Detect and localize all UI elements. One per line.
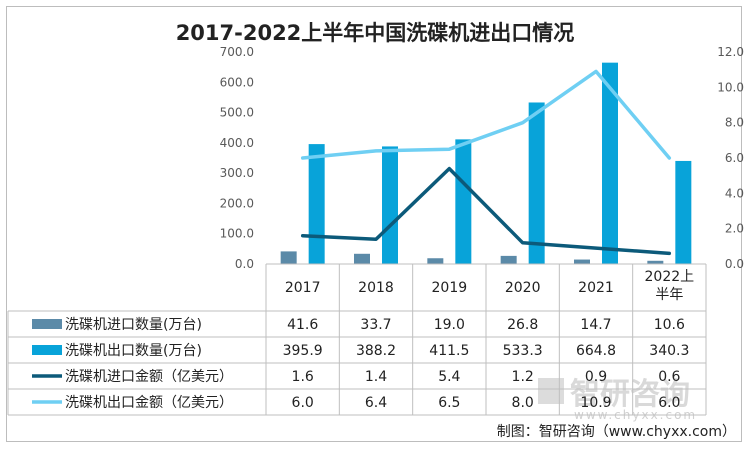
data-label: 26.8 (507, 317, 538, 333)
data-label: 533.3 (503, 343, 543, 359)
watermark-text: 智研咨询 (570, 377, 690, 412)
category-label: 2018 (358, 280, 394, 296)
bar-import-qty (354, 253, 370, 264)
legend-label: 洗碟机出口金额（亿美元） (65, 395, 233, 411)
data-label: 10.6 (654, 317, 685, 333)
legend-swatch (32, 319, 62, 329)
data-label: 0.6 (658, 369, 680, 385)
legend-label: 洗碟机进口数量(万台) (65, 317, 202, 333)
watermark-logo-icon (538, 378, 564, 404)
data-label: 33.7 (360, 317, 391, 333)
category-label: 2020 (505, 280, 541, 296)
left-axis-tick-label: 400.0 (220, 136, 254, 150)
left-axis-tick-label: 0.0 (235, 257, 254, 271)
data-label: 6.0 (658, 395, 680, 411)
right-axis-tick-label: 12.0 (717, 45, 744, 59)
data-label: 14.7 (580, 317, 611, 333)
category-label-line: 半年 (655, 287, 683, 303)
bar-import-qty (280, 251, 297, 264)
right-axis-tick-label: 0.0 (725, 257, 744, 271)
data-label: 1.6 (292, 369, 314, 385)
axes-layer: 0.0 100.0 200.0 300.0 400.0 500.0 600.0 700.0 0.… (220, 45, 744, 271)
lines-layer (300, 69, 672, 256)
left-axis-tick-label: 700.0 (220, 45, 254, 59)
data-label: 6.0 (292, 395, 314, 411)
bar-import-qty (500, 255, 517, 264)
bar-export-qty (602, 62, 618, 265)
category-label-line: 2022上 (645, 269, 695, 285)
bar-export-qty (675, 160, 692, 264)
data-label: 1.2 (512, 369, 534, 385)
category-label: 2019 (432, 280, 468, 296)
right-axis-tick-label: 4.0 (725, 186, 744, 200)
data-label: 6.5 (438, 395, 460, 411)
right-axis-tick-label: 10.0 (717, 80, 744, 94)
data-label: 340.3 (649, 343, 689, 359)
bar-export-qty (528, 102, 545, 264)
bar-export-qty (382, 146, 398, 264)
left-axis-tick-label: 500.0 (220, 106, 254, 120)
data-label: 411.5 (429, 343, 469, 359)
line-import-value (300, 166, 672, 256)
left-axis-tick-label: 600.0 (220, 75, 254, 89)
left-axis-tick-label: 200.0 (220, 196, 254, 210)
bars-layer (280, 62, 692, 265)
bar-import-qty (574, 259, 590, 264)
category-label: 2017 (285, 280, 321, 296)
right-axis-tick-label: 8.0 (725, 116, 744, 130)
legend-swatch (32, 345, 62, 355)
chart-title: 2017-2022上半年中国洗碟机进出口情况 (176, 21, 575, 45)
legend-label: 洗碟机进口金额（亿美元） (65, 369, 233, 385)
data-label: 5.4 (438, 369, 460, 385)
data-label: 8.0 (512, 395, 534, 411)
data-label: 1.4 (365, 369, 387, 385)
right-axis-tick-label: 6.0 (725, 151, 744, 165)
data-label: 19.0 (434, 317, 465, 333)
data-label: 41.6 (287, 317, 318, 333)
category-label: 2021 (578, 280, 614, 296)
right-axis-tick-label: 2.0 (725, 222, 744, 236)
data-label: 664.8 (576, 343, 616, 359)
data-label: 0.9 (585, 369, 607, 385)
data-label: 388.2 (356, 343, 396, 359)
data-label: 6.4 (365, 395, 387, 411)
category-label: 2022上半年 (645, 269, 695, 303)
bar-export-qty (308, 144, 325, 264)
data-label: 10.9 (580, 395, 611, 411)
legend-label: 洗碟机出口数量(万台) (65, 343, 202, 359)
bar-import-qty (427, 258, 444, 264)
bar-import-qty (647, 260, 664, 264)
chart-frame (6, 6, 742, 442)
line-export-value (300, 69, 672, 160)
left-axis-tick-label: 100.0 (220, 227, 254, 241)
data-label: 395.9 (283, 343, 323, 359)
source-credit: 制图：智研咨询（www.chyxx.com） (497, 424, 736, 440)
left-axis-tick-label: 300.0 (220, 166, 254, 180)
bar-export-qty (455, 139, 472, 264)
